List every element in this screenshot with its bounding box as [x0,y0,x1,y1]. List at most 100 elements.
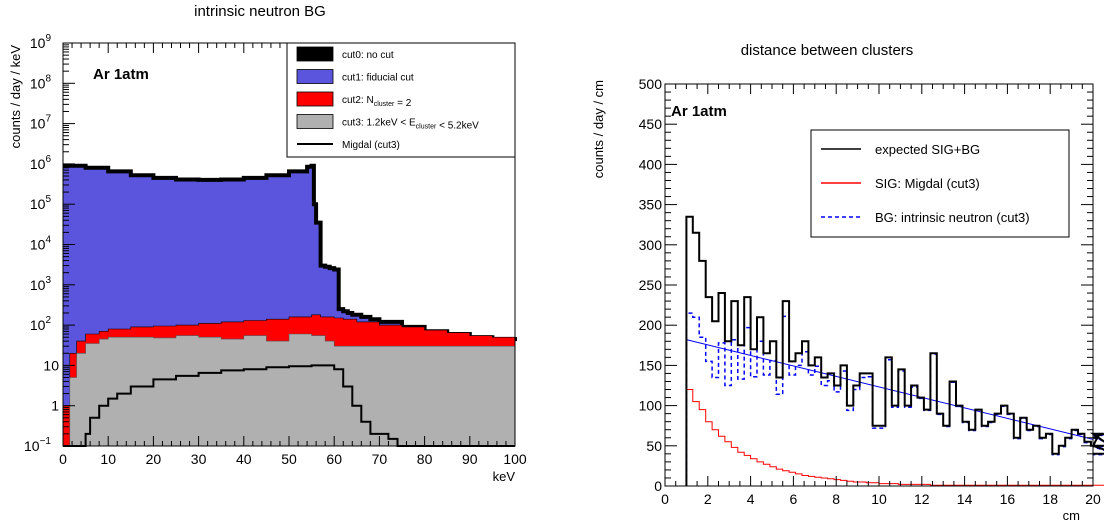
legend-entry-label: SIG: Migdal (cut3) [875,176,980,191]
y-tick-label: 103 [30,275,52,293]
legend-entry-label: cut3: 1.2keV < Ecluster < 5.2keV [342,118,479,132]
tick-base: 10 [30,277,46,293]
x-tick-label: 10 [871,491,887,507]
legend-swatch [296,91,334,107]
x-tick-label: 12 [914,491,930,507]
y-tick-label: 106 [30,154,52,172]
y-tick-label: 150 [639,357,663,373]
legend-entry-label: BG: intrinsic neutron (cut3) [875,210,1030,225]
tick-base: 10 [30,156,46,172]
x-tick-label: 70 [372,451,388,467]
y-axis-label: counts / day / keV [8,45,23,149]
x-tick-label: 30 [191,451,207,467]
legend-text-part: cluster [374,101,395,108]
y-tick-label: 500 [639,76,663,92]
legend-swatch [296,114,334,129]
legend-text-part: cut1: fiducial cut [342,73,414,84]
legend-text-part: Migdal (cut3) [342,140,400,151]
legend-text-part: cluster [416,124,437,131]
x-tick-label: 40 [236,451,252,467]
y-tick-label: 105 [30,194,52,212]
x-tick-label: 90 [462,451,478,467]
chart-title: intrinsic neutron BG [194,3,326,20]
legend-entry-label: Migdal (cut3) [342,140,400,151]
x-tick-label: 8 [832,491,840,507]
chart-title: distance between clusters [741,42,914,59]
tick-exponent: 3 [45,275,51,286]
axis-ticks: 0 2 4 6 8 10 12 14 16 18 2005010015020025030035040… [639,76,1101,507]
y-tick-label: 10 [43,357,59,373]
y-tick-label: 300 [639,237,663,253]
tick-base: 10 [24,438,40,454]
x-tick-label: 0 [661,491,669,507]
y-tick-label: 1 [51,398,59,414]
x-tick-label: 10 [100,451,116,467]
series-cut3-fill [63,333,516,447]
y-tick-label: 104 [30,235,52,253]
x-tick-label: 20 [1085,491,1101,507]
y-tick-label: 350 [639,197,663,213]
tick-exponent: 2 [45,315,51,326]
tick-base: 10 [30,196,46,212]
tick-base: 10 [30,35,46,51]
legend-entry-label: cut2: Ncluster = 2 [342,95,412,109]
legend-text-part: cut3: 1.2keV < E [342,118,416,129]
x-tick-label: 80 [417,451,433,467]
x-tick-label: 6 [790,491,798,507]
legend-text-part: cut2: N [342,95,374,106]
legend-entry-label: cut0: no cut [342,50,394,61]
legend-swatch [296,46,334,62]
x-tick-label: 14 [957,491,973,507]
tick-exponent: 5 [45,194,51,205]
legend-text-part: < 5.2keV [436,121,479,132]
annotation-label: Ar 1atm [93,66,149,83]
chart-distance-between-clusters: distance between clusters 0 2 4 6 8 10 12 14 16 1… [591,42,1104,523]
y-tick-label: 0 [654,478,662,494]
tick-base: 10 [30,237,46,253]
tick-base: 10 [30,317,46,333]
y-tick-label: 108 [30,73,52,91]
x-tick-label: 100 [503,451,527,467]
tick-exponent: 7 [45,114,51,125]
x-tick-label: 16 [1000,491,1016,507]
x-axis-label: cm [1063,508,1080,523]
axis-ticks: 0 10 20 30 40 50 60 70 80 90 10010−111010210310410… [24,33,527,467]
x-tick-label: 20 [146,451,162,467]
legend-swatch [296,69,334,84]
legend-entry-label: cut1: fiducial cut [342,73,414,84]
y-tick-label: 200 [639,317,663,333]
series-sig-histogram [685,389,1104,486]
x-tick-label: 4 [747,491,755,507]
y-tick-label: 10−1 [24,436,51,454]
y-tick-label: 100 [639,398,663,414]
plot-area [62,42,517,447]
x-tick-label: 60 [326,451,342,467]
y-tick-label: 400 [639,156,663,172]
series-bg-histogram [685,312,1104,486]
legend: expected SIG+BG SIG: Migdal (cut3) BG: int… [810,129,1070,238]
y-tick-label: 102 [30,315,52,333]
legend-text-part: cut0: no cut [342,50,394,61]
tick-exponent: 9 [45,33,51,44]
y-tick-label: 450 [639,116,663,132]
tick-exponent: 6 [45,154,51,165]
tick-base: 10 [30,116,46,132]
legend-entry-label: expected SIG+BG [875,142,980,157]
tick-exponent: 4 [45,235,51,246]
y-tick-label: 107 [30,114,52,132]
tick-exponent: −1 [40,436,52,447]
x-tick-label: 18 [1042,491,1058,507]
tick-exponent: 8 [45,73,51,84]
x-axis-label: keV [493,469,516,484]
y-tick-label: 250 [639,277,663,293]
series-fit-line [686,339,1094,440]
legend-text-part: = 2 [394,98,411,109]
x-tick-label: 2 [704,491,712,507]
tick-base: 10 [30,75,46,91]
chart-intrinsic-neutron-bg: intrinsic neutron BG 0 10 20 30 40 50 60 70 80 90… [8,3,527,484]
series-migdal-line [63,364,515,447]
y-tick-label: 109 [30,33,52,51]
y-tick-label: 50 [646,438,662,454]
annotation-label: Ar 1atm [671,103,727,120]
